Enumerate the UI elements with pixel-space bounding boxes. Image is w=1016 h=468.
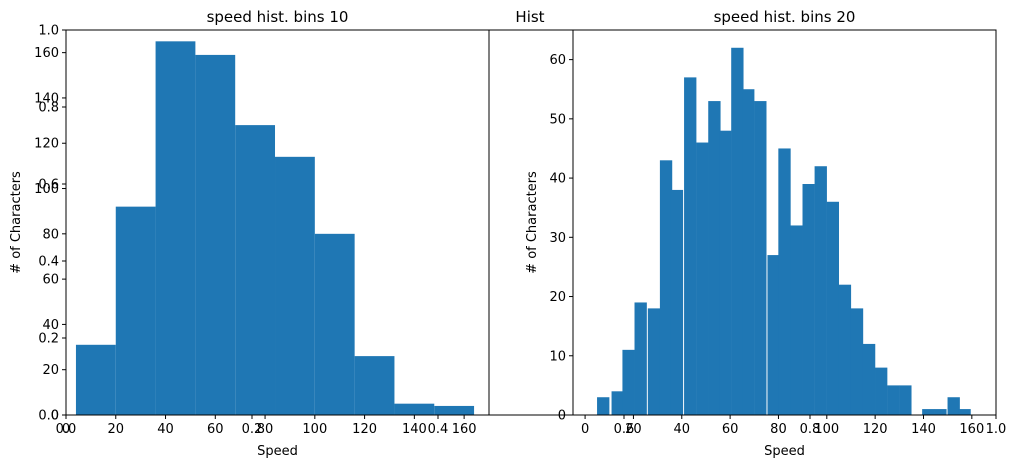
x-tick-label: 60 <box>722 422 739 437</box>
histogram-bar <box>684 77 697 415</box>
histogram-bar <box>802 184 815 415</box>
y-tick-label: 0 <box>51 409 59 424</box>
background-x-tick-label: 0.4 <box>428 422 449 437</box>
histogram-bar <box>75 344 116 415</box>
axes-frame <box>65 29 490 416</box>
histogram-bar <box>742 89 755 415</box>
histogram-bar <box>235 125 276 415</box>
x-tick-label: 140 <box>402 422 427 437</box>
chart-title: speed hist. bins 20 <box>714 8 856 26</box>
histogram-bar <box>659 160 673 415</box>
y-tick-label: 120 <box>34 137 59 152</box>
x-tick-label: 60 <box>207 422 224 437</box>
x-tick-label: 120 <box>352 422 377 437</box>
y-tick-label: 140 <box>34 91 59 106</box>
x-tick-label: 100 <box>302 422 327 437</box>
background-axes: 0.0 0.2 0.4 0.6 0.8 1.0 0.0 0.2 0.4 0.6 0.8 1.0 <box>38 24 1006 438</box>
x-tick-label: 100 <box>814 422 839 437</box>
histogram-bar <box>838 284 852 415</box>
y-tick-label: 60 <box>42 273 59 288</box>
x-tick-label: 140 <box>911 422 936 437</box>
background-x-tick-label: 0.0 <box>56 422 77 437</box>
histogram-bar <box>434 405 475 415</box>
histogram-bar <box>719 130 732 415</box>
y-tick-label: 80 <box>42 227 59 242</box>
histogram-bar <box>887 385 900 415</box>
histogram-bar <box>647 308 661 415</box>
histogram-bar <box>754 101 767 416</box>
background-x-tick-label: 0.2 <box>242 422 263 437</box>
histogram-bar <box>826 201 840 415</box>
histogram-bar <box>778 148 791 415</box>
x-tick-label: 0 <box>581 422 589 437</box>
x-tick-label: 0 <box>62 422 70 437</box>
y-tick-label: 20 <box>549 290 566 305</box>
x-axis-label: Speed <box>764 444 805 459</box>
histogram-bar <box>862 343 876 415</box>
x-tick-label: 160 <box>959 422 984 437</box>
histogram-bar <box>875 367 888 415</box>
axes-frame <box>572 29 997 416</box>
background-y-tick-label: 0.8 <box>38 101 59 116</box>
histogram-bar <box>850 308 864 415</box>
y-tick-label: 60 <box>549 53 566 68</box>
histogram-bar <box>708 101 721 416</box>
background-y-tick-label: 1.0 <box>38 24 59 39</box>
histogram-bar <box>958 409 971 415</box>
x-tick-label: 20 <box>107 422 124 437</box>
y-tick-label: 0 <box>558 409 566 424</box>
histogram-bar <box>354 356 395 415</box>
x-tick-label: 20 <box>625 422 642 437</box>
x-tick-label: 120 <box>863 422 888 437</box>
right-histogram: 0 20 40 60 80 100 120 140 160 0 10 20 30 40 50 60 speed … <box>525 8 997 459</box>
y-tick-label: 40 <box>42 318 59 333</box>
y-axis-label: # of Characters <box>9 171 24 274</box>
x-tick-label: 80 <box>770 422 787 437</box>
histogram-bar <box>922 409 935 415</box>
histogram-bar <box>814 166 827 415</box>
background-x-tick-label: 0.8 <box>800 422 821 437</box>
histogram-bar <box>155 41 196 416</box>
histogram-bar <box>899 385 912 415</box>
histogram-bar <box>115 206 156 415</box>
background-x-tick-label: 0.6 <box>614 422 635 437</box>
y-tick-label: 30 <box>549 231 566 246</box>
background-x-tick-label: 1.0 <box>986 422 1007 437</box>
background-y-tick-label: 0.4 <box>38 255 59 270</box>
y-tick-label: 160 <box>34 46 59 61</box>
y-tick-label: 100 <box>34 182 59 197</box>
histogram-bar <box>731 47 744 416</box>
histogram-bar <box>314 233 355 415</box>
x-axis-label: Speed <box>257 444 298 459</box>
y-tick-label: 50 <box>549 112 566 127</box>
histogram-bar <box>947 397 960 415</box>
x-tick-label: 40 <box>157 422 174 437</box>
y-axis-label: # of Characters <box>525 171 540 274</box>
x-tick-label: 80 <box>257 422 274 437</box>
histogram-bar <box>622 349 635 415</box>
histogram-bar <box>934 409 947 415</box>
histogram-bar <box>195 54 236 415</box>
histogram-bar <box>670 189 684 415</box>
histogram-bar <box>790 225 803 415</box>
x-tick-label: 40 <box>673 422 690 437</box>
histogram-bar <box>597 397 610 415</box>
y-tick-label: 20 <box>42 363 59 378</box>
y-tick-label: 40 <box>549 172 566 187</box>
figure-title: Hist <box>515 8 544 26</box>
histogram-bar <box>634 302 647 415</box>
histogram-bar <box>696 142 709 416</box>
chart-title: speed hist. bins 10 <box>207 8 349 26</box>
histogram-bar <box>767 255 780 415</box>
y-tick-label: 10 <box>549 349 566 364</box>
x-tick-label: 160 <box>452 422 477 437</box>
background-y-tick-label: 0.2 <box>38 332 59 347</box>
background-y-tick-label: 0.6 <box>38 178 59 193</box>
histogram-bar <box>275 156 315 415</box>
histogram-bar <box>611 391 624 415</box>
background-y-tick-label: 0.0 <box>38 409 59 424</box>
left-histogram: 0 20 40 60 80 100 120 140 160 0 20 40 60 80 100 120 140 1… <box>9 8 490 459</box>
histogram-bar <box>394 403 435 415</box>
